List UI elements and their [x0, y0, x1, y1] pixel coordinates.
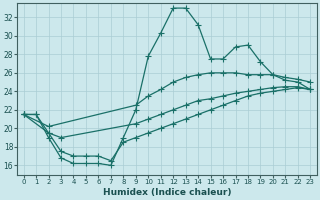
X-axis label: Humidex (Indice chaleur): Humidex (Indice chaleur) [103, 188, 231, 197]
